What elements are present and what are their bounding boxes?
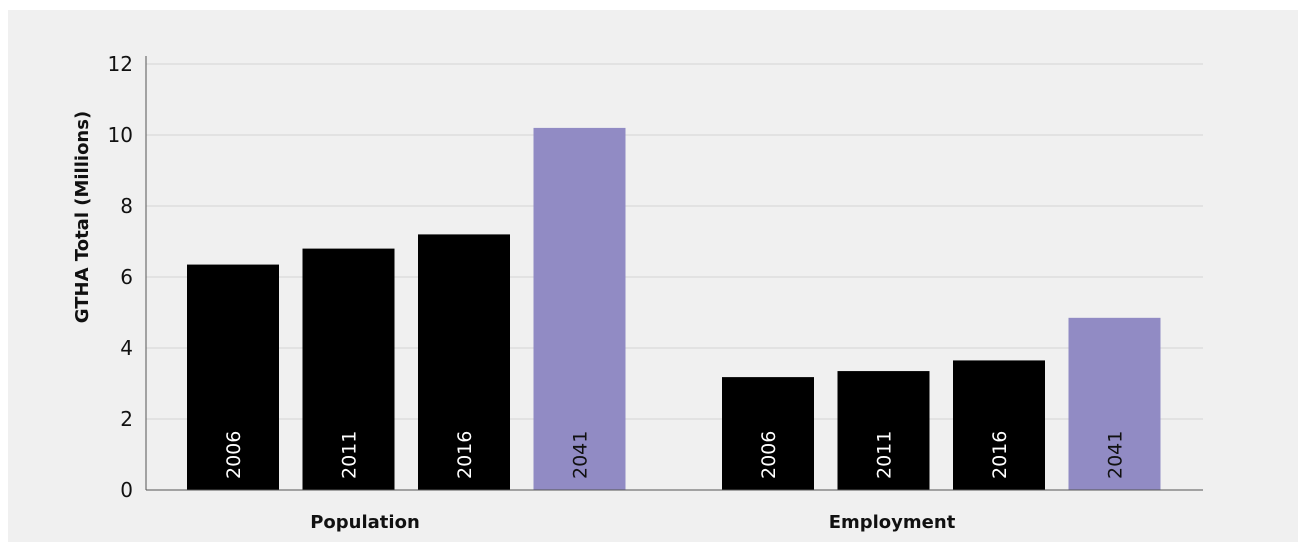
bar-year-label: 2041 bbox=[570, 431, 592, 479]
bar-year-label: 2016 bbox=[989, 431, 1011, 479]
category-label-employment: Employment bbox=[829, 512, 956, 533]
bar-employment-2041 bbox=[1068, 317, 1161, 490]
bar-year-label: 2006 bbox=[223, 431, 245, 479]
bar-population-2006 bbox=[187, 264, 279, 490]
y-tick-label: 10 bbox=[108, 123, 133, 147]
y-tick-label: 0 bbox=[120, 478, 133, 502]
y-axis-title: GTHA Total (Millions) bbox=[72, 111, 93, 323]
labels: 0 2 4 6 8 10 12 2006 2011 2016 2041 Population 2006 2… bbox=[108, 52, 1127, 533]
y-tick-label: 2 bbox=[120, 407, 133, 431]
bar-employment-2016 bbox=[953, 360, 1045, 490]
bar-year-label: 2011 bbox=[339, 431, 361, 479]
bar-population-2011 bbox=[302, 248, 395, 490]
bar-chart: 0 2 4 6 8 10 12 2006 2011 2016 2041 Population 2006 2… bbox=[72, 52, 1203, 533]
chart-panel: 0 2 4 6 8 10 12 2006 2011 2016 2041 Population 2006 2… bbox=[8, 10, 1298, 542]
category-label-population: Population bbox=[310, 512, 420, 533]
y-tick-label: 8 bbox=[120, 194, 133, 218]
y-tick-label: 12 bbox=[108, 52, 133, 76]
bar-population-2016 bbox=[418, 234, 510, 490]
axes bbox=[145, 56, 1203, 491]
bar-population-2041 bbox=[533, 127, 626, 491]
bar-year-label: 2006 bbox=[758, 431, 780, 479]
y-tick-label: 6 bbox=[120, 265, 133, 289]
bar-year-label: 2011 bbox=[874, 431, 896, 479]
bar-year-label: 2016 bbox=[454, 431, 476, 479]
bars bbox=[187, 127, 1161, 491]
y-tick-label: 4 bbox=[120, 336, 133, 360]
bar-employment-2006 bbox=[722, 377, 814, 490]
bar-year-label: 2041 bbox=[1105, 431, 1127, 479]
bar-employment-2011 bbox=[837, 371, 930, 490]
